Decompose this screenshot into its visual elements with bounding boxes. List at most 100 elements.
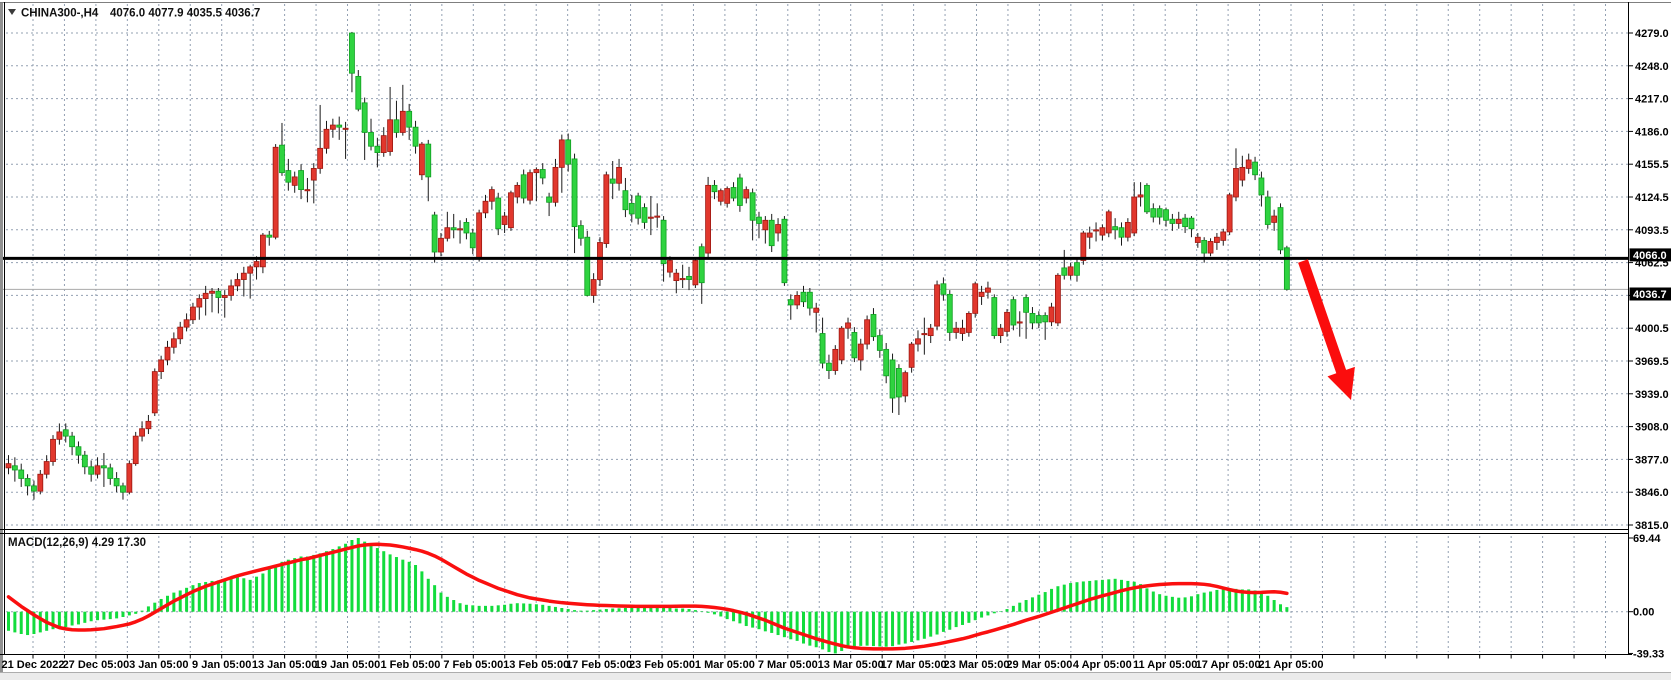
candle-bullish bbox=[902, 372, 909, 397]
current-price-badge: 4036.7 bbox=[1629, 287, 1671, 301]
macd-signal-line bbox=[6, 542, 1289, 651]
candle-bearish bbox=[622, 190, 629, 211]
candle-bullish bbox=[616, 166, 622, 184]
candle-bearish bbox=[768, 219, 775, 247]
candle-bullish bbox=[857, 343, 864, 361]
candle-bullish bbox=[985, 287, 991, 293]
candle-bullish bbox=[667, 260, 673, 273]
candle-bullish bbox=[1131, 196, 1138, 234]
candle-bearish bbox=[826, 362, 832, 371]
candle-bullish bbox=[813, 307, 820, 313]
time-tick-label: 29 Mar 05:00 bbox=[1006, 659, 1072, 671]
candle-bullish bbox=[139, 428, 145, 437]
candle-bearish bbox=[756, 216, 762, 224]
candle-bearish bbox=[1144, 184, 1150, 213]
candle-bullish bbox=[1067, 266, 1074, 276]
candle-bearish bbox=[1118, 227, 1125, 238]
candle-bearish bbox=[101, 465, 107, 469]
current-price-badge-text: 4036.7 bbox=[1633, 289, 1667, 301]
candle-bullish bbox=[50, 438, 56, 462]
price-tick-label: 3846.0 bbox=[1635, 487, 1669, 499]
candle-bearish bbox=[571, 158, 578, 228]
candle-bearish bbox=[609, 178, 616, 184]
candle-bearish bbox=[88, 466, 95, 475]
candle-bullish bbox=[915, 338, 921, 345]
candle-bearish bbox=[450, 227, 457, 231]
candle-bearish bbox=[406, 110, 413, 128]
candle-bearish bbox=[1010, 299, 1017, 326]
candle-bullish bbox=[457, 228, 463, 231]
candle-bullish bbox=[170, 338, 177, 348]
candle-bullish bbox=[126, 463, 133, 493]
candle-bullish bbox=[240, 272, 247, 280]
candle-bullish bbox=[743, 189, 750, 199]
candle-bullish bbox=[724, 188, 731, 204]
price-tick-label: 4155.5 bbox=[1635, 159, 1669, 171]
symbol-dropdown-icon[interactable] bbox=[8, 9, 16, 15]
candle-bearish bbox=[215, 290, 222, 298]
candle-bearish bbox=[641, 207, 648, 223]
time-tick-label: 1 Feb 05:00 bbox=[380, 659, 440, 671]
candle-bullish bbox=[552, 166, 559, 203]
axis-labels-layer: 4279.0 4248.0 4217.0 4186.0 4155.5 4124.5 4093… bbox=[2, 28, 1669, 671]
macd-tick-label: 69.44 bbox=[1633, 533, 1661, 545]
candle-bearish bbox=[1112, 226, 1119, 231]
candle-bearish bbox=[1283, 247, 1290, 290]
candle-bearish bbox=[539, 169, 546, 179]
candle-bullish bbox=[1137, 194, 1144, 198]
grid-layer bbox=[6, 4, 1628, 652]
candle-bullish bbox=[1048, 306, 1055, 323]
candle-bearish bbox=[113, 478, 120, 487]
candle-bullish bbox=[259, 234, 266, 268]
candle-bullish bbox=[972, 283, 979, 314]
price-tick-label: 3969.5 bbox=[1635, 356, 1669, 368]
candle-bullish bbox=[5, 463, 12, 469]
candle-bullish bbox=[1214, 236, 1220, 243]
candle-bullish bbox=[158, 359, 165, 372]
candle-bearish bbox=[730, 187, 737, 199]
candle-bullish bbox=[603, 174, 610, 244]
candle-bearish bbox=[336, 124, 343, 128]
candle-bullish bbox=[151, 371, 158, 414]
candle-bullish bbox=[444, 227, 451, 239]
candle-bearish bbox=[1150, 208, 1157, 218]
candle-bullish bbox=[1207, 241, 1214, 254]
time-tick-label: 11 Apr 05:00 bbox=[1133, 659, 1197, 671]
candle-bullish bbox=[654, 215, 661, 218]
candle-bearish bbox=[806, 291, 813, 309]
time-tick-label: 7 Mar 05:00 bbox=[758, 659, 818, 671]
candle-bullish bbox=[380, 135, 387, 153]
window-left-edge bbox=[0, 2, 3, 673]
candle-bullish bbox=[183, 319, 190, 328]
chart-plot-area[interactable] bbox=[6, 3, 1628, 529]
candle-bullish bbox=[1093, 229, 1099, 232]
candle-bearish bbox=[1188, 217, 1195, 230]
candle-bullish bbox=[673, 272, 680, 281]
candle-bearish bbox=[349, 32, 355, 74]
candle-bullish bbox=[1239, 166, 1246, 181]
candle-bullish bbox=[959, 327, 966, 334]
time-tick-label: 21 Apr 05:00 bbox=[1258, 659, 1323, 671]
candle-bearish bbox=[520, 174, 527, 199]
candle-bullish bbox=[94, 465, 101, 475]
time-tick-label: 3 Jan 05:00 bbox=[129, 659, 188, 671]
candle-bearish bbox=[946, 293, 953, 333]
candle-bearish bbox=[876, 335, 883, 351]
candle-bearish bbox=[1023, 297, 1029, 313]
price-tick-label: 3877.0 bbox=[1635, 454, 1669, 466]
candle-bullish bbox=[864, 319, 870, 345]
candle-bearish bbox=[1163, 209, 1169, 221]
candle-bearish bbox=[1182, 217, 1188, 228]
candle-bearish bbox=[298, 170, 304, 190]
candle-bearish bbox=[266, 234, 273, 238]
candle-bearish bbox=[565, 139, 572, 165]
candle-bearish bbox=[469, 232, 476, 249]
candle-bullish bbox=[679, 278, 686, 281]
candle-bullish bbox=[190, 306, 196, 321]
candle-bullish bbox=[164, 346, 171, 361]
candle-bearish bbox=[660, 219, 667, 265]
candle-bearish bbox=[870, 314, 877, 338]
down-arrow-annotation[interactable] bbox=[1298, 259, 1355, 400]
candle-bearish bbox=[819, 333, 826, 364]
